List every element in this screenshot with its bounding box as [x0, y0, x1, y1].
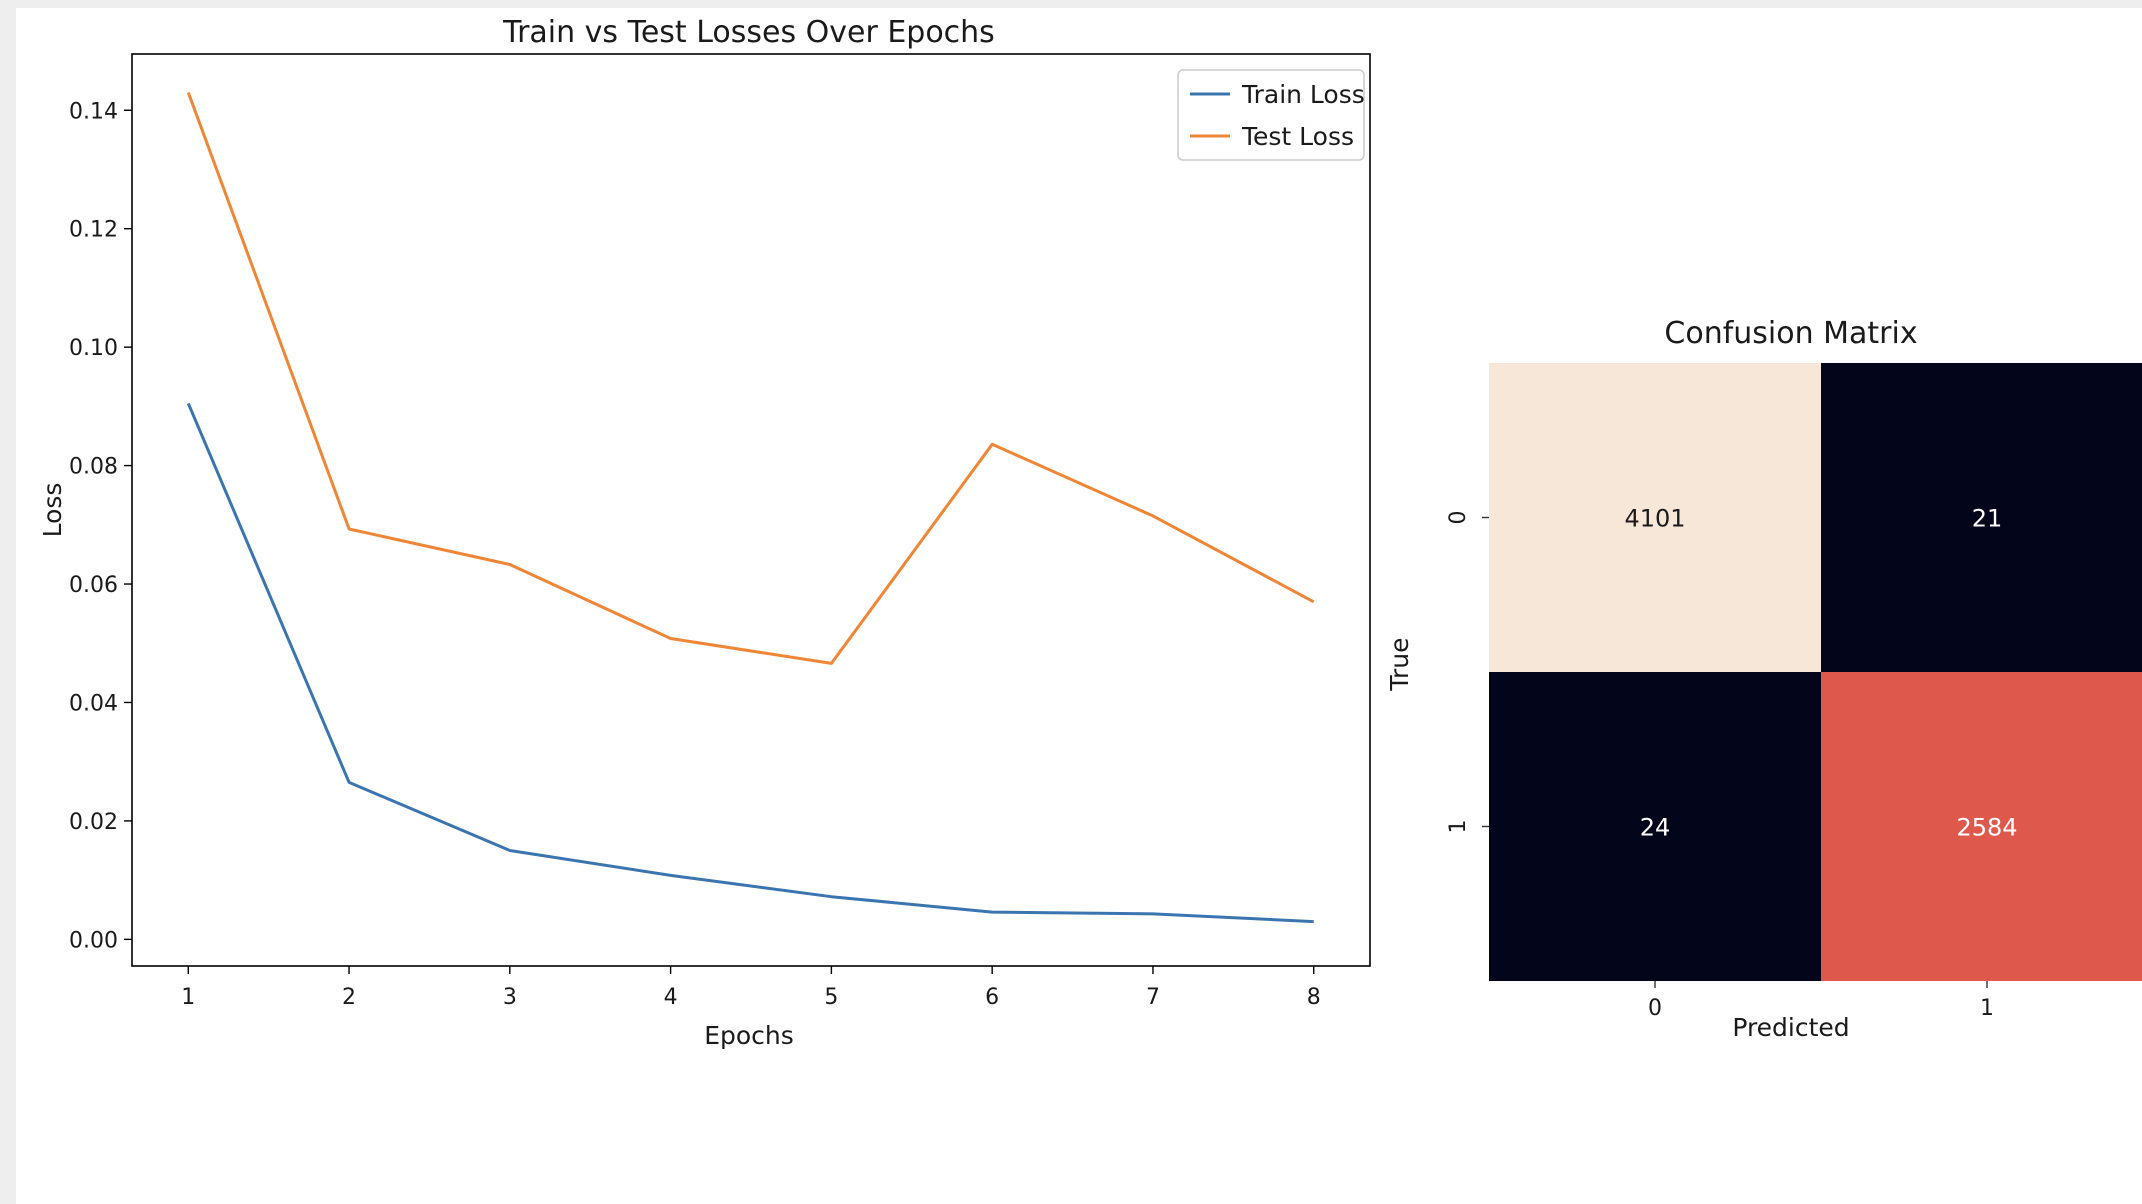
x-tick-label: 3: [503, 985, 517, 1010]
cm-y-tick-label: 0: [1446, 511, 1471, 525]
line-chart-x-axis: 1 2 3 4 5 6 7 8: [181, 966, 1321, 1010]
confusion-matrix-chart: Confusion Matrix 4101 21 24 2584 0 1 0 1 Predi…: [1385, 316, 2142, 1042]
line-chart-series: [186, 91, 1315, 924]
cm-y-tick-label: 1: [1446, 820, 1471, 834]
matrix-cell: [1821, 363, 2142, 672]
y-tick-label: 0.00: [69, 928, 118, 953]
line-chart-y-axis: 0.00 0.02 0.04 0.06 0.08 0.10 0.12 0.14: [69, 99, 132, 953]
matrix-cell-value: 24: [1640, 814, 1671, 842]
legend-label-train-loss: Train Loss: [1241, 80, 1365, 109]
line-chart-x-label: Epochs: [704, 1021, 794, 1050]
matrix-cell-value: 2584: [1956, 814, 2017, 842]
x-tick-label: 5: [824, 985, 838, 1010]
matrix-cell: [1489, 363, 1821, 672]
confusion-matrix-ticks: 0 1 0 1: [1446, 511, 1994, 1022]
confusion-matrix-cells: 4101 21 24 2584: [1489, 363, 2142, 981]
legend-label-test-loss: Test Loss: [1241, 122, 1354, 151]
y-tick-label: 0.04: [69, 691, 118, 716]
x-tick-label: 1: [181, 985, 195, 1010]
matrix-cell: [1489, 672, 1821, 981]
line-chart-y-label: Loss: [38, 483, 67, 538]
cm-x-tick-label: 1: [1980, 996, 1994, 1021]
line-chart-title: Train vs Test Losses Over Epochs: [502, 15, 995, 50]
confusion-matrix-x-label: Predicted: [1732, 1013, 1849, 1042]
matrix-cell-value: 4101: [1624, 505, 1685, 533]
line-chart: Train vs Test Losses Over Epochs 1 2 3 4 5 6 7…: [38, 15, 1371, 1050]
y-tick-label: 0.12: [69, 218, 118, 243]
x-tick-label: 7: [1146, 985, 1160, 1010]
series-line-train-loss: [186, 402, 1314, 924]
x-tick-label: 6: [985, 985, 999, 1010]
y-tick-label: 0.06: [69, 573, 118, 598]
matrix-cell-value: 21: [1972, 505, 2003, 533]
series-line-test-loss: [186, 91, 1315, 665]
cm-x-tick-label: 0: [1648, 996, 1662, 1021]
confusion-matrix-title: Confusion Matrix: [1664, 316, 1917, 351]
confusion-matrix-y-label: True: [1385, 637, 1414, 691]
y-tick-label: 0.08: [69, 455, 118, 480]
line-chart-plot-area: [131, 53, 1371, 967]
y-tick-label: 0.14: [69, 99, 118, 124]
line-chart-legend: Train Loss Test Loss: [1177, 69, 1365, 161]
matrix-cell: [1821, 672, 2142, 981]
figure-page: Train vs Test Losses Over Epochs 1 2 3 4 5 6 7…: [16, 8, 2142, 1204]
x-tick-label: 2: [342, 985, 356, 1010]
x-tick-label: 4: [664, 985, 678, 1010]
y-tick-label: 0.10: [69, 336, 118, 361]
x-tick-label: 8: [1307, 985, 1321, 1010]
figure-canvas: Train vs Test Losses Over Epochs 1 2 3 4 5 6 7…: [38, 15, 2142, 1050]
y-tick-label: 0.02: [69, 810, 118, 835]
